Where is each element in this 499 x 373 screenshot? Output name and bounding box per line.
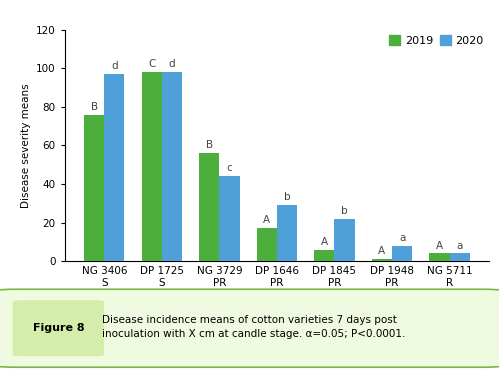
Text: b: b bbox=[284, 192, 290, 202]
Text: a: a bbox=[399, 233, 405, 243]
Text: A: A bbox=[378, 246, 386, 256]
Bar bbox=[314, 250, 334, 261]
Legend: 2019, 2020: 2019, 2020 bbox=[389, 35, 484, 46]
Bar bbox=[257, 228, 277, 261]
Text: a: a bbox=[457, 241, 463, 251]
Bar bbox=[392, 246, 412, 261]
Text: C: C bbox=[148, 59, 156, 69]
Text: A: A bbox=[263, 216, 270, 225]
Text: A: A bbox=[321, 236, 328, 247]
Bar bbox=[372, 259, 392, 261]
Bar bbox=[84, 115, 104, 261]
Text: b: b bbox=[341, 206, 348, 216]
Bar bbox=[199, 153, 220, 261]
FancyBboxPatch shape bbox=[0, 289, 499, 367]
Text: B: B bbox=[91, 102, 98, 112]
Bar bbox=[142, 72, 162, 261]
Bar bbox=[334, 219, 355, 261]
Bar bbox=[162, 72, 182, 261]
Text: Disease incidence means of cotton varieties 7 days post
inoculation with X cm at: Disease incidence means of cotton variet… bbox=[102, 315, 405, 339]
Text: Figure 8: Figure 8 bbox=[32, 323, 84, 333]
Text: c: c bbox=[227, 163, 233, 173]
Text: A: A bbox=[436, 241, 443, 251]
X-axis label: Variety: Variety bbox=[256, 293, 298, 306]
Bar bbox=[450, 253, 470, 261]
Text: d: d bbox=[169, 59, 175, 69]
Y-axis label: Disease severity means: Disease severity means bbox=[20, 83, 30, 208]
Text: d: d bbox=[111, 61, 118, 71]
Bar bbox=[104, 74, 124, 261]
Bar bbox=[430, 253, 450, 261]
Bar bbox=[220, 176, 240, 261]
Bar bbox=[277, 205, 297, 261]
Text: B: B bbox=[206, 140, 213, 150]
FancyBboxPatch shape bbox=[12, 300, 104, 356]
